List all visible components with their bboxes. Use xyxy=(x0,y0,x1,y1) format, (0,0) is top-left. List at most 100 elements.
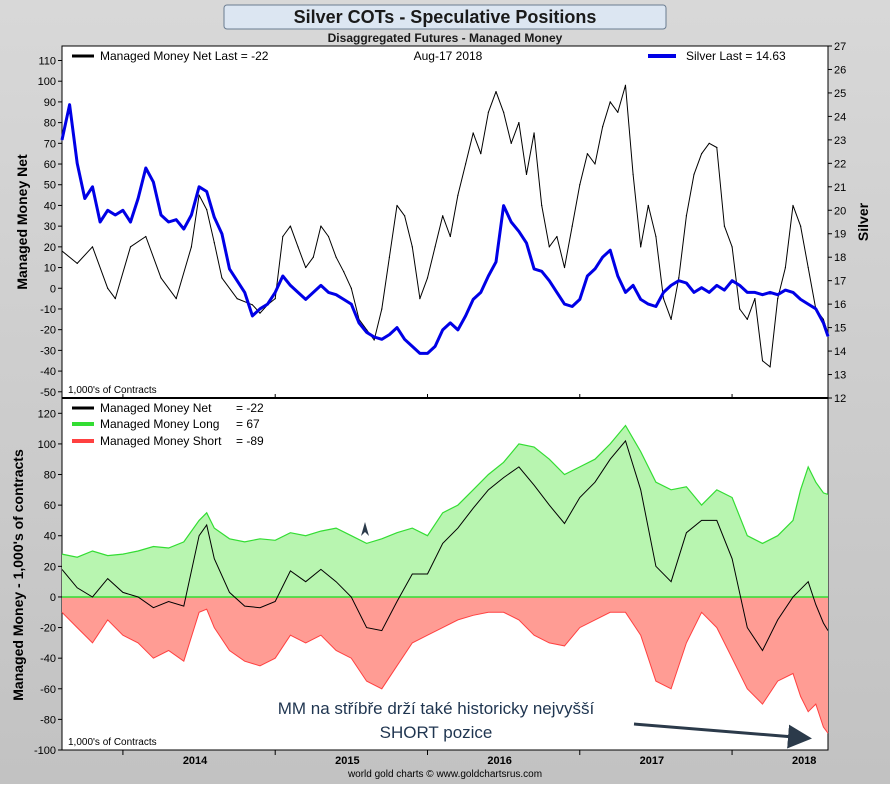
silver-point xyxy=(685,282,687,284)
silver-point xyxy=(282,275,284,277)
silver-point xyxy=(274,291,276,293)
top-left-tick-label: 40 xyxy=(44,200,56,212)
silver-point xyxy=(343,298,345,301)
silver-point xyxy=(655,305,657,308)
net-point xyxy=(282,235,284,238)
silver-point xyxy=(305,298,307,301)
managed-money-long-area xyxy=(62,425,828,597)
managed-money-long-line xyxy=(61,424,829,558)
silver-point xyxy=(190,214,193,216)
bottom-tick-label: 0 xyxy=(50,592,56,604)
net-point xyxy=(640,246,642,248)
top-left-tick-label: -10 xyxy=(40,304,56,316)
net-point xyxy=(602,126,604,128)
top-left-tick-label: 70 xyxy=(44,138,56,150)
legend-mm-net-label: Managed Money Net xyxy=(100,401,212,415)
silver-point xyxy=(617,275,619,277)
net-point xyxy=(761,360,764,362)
net-point xyxy=(335,256,337,258)
net-point xyxy=(381,308,383,310)
net-point xyxy=(556,235,558,238)
bottom-tick-label: -100 xyxy=(34,745,56,757)
silver-point xyxy=(442,329,444,331)
bottom-tick-label: -80 xyxy=(40,714,56,726)
silver-point xyxy=(662,291,665,293)
silver-point xyxy=(731,280,733,282)
top-right-tick-label: 22 xyxy=(834,158,846,170)
footer-credit: world gold charts © www.goldchartsrus.co… xyxy=(347,769,542,780)
net-point xyxy=(190,246,193,248)
top-right-tick-label: 26 xyxy=(834,64,846,76)
silver-point xyxy=(152,181,154,183)
top-left-tick-label: 10 xyxy=(44,263,56,275)
net-point xyxy=(457,194,459,196)
small-arrow-marker xyxy=(361,522,369,536)
silver-point xyxy=(145,167,147,169)
bottom-axis-title: Managed Money - 1,000's of contracts xyxy=(10,449,26,701)
net-point xyxy=(533,132,535,134)
silver-point xyxy=(411,345,413,347)
silver-point xyxy=(624,291,627,293)
net-point xyxy=(426,277,429,279)
net-point xyxy=(799,225,802,227)
silver-point xyxy=(746,291,748,293)
net-point xyxy=(784,266,786,269)
net-point xyxy=(701,153,703,155)
bottom-legend: Managed Money Net = -22 Managed Money Lo… xyxy=(72,401,264,448)
silver-point xyxy=(708,291,710,293)
net-point xyxy=(594,163,596,165)
silver-point xyxy=(244,291,246,293)
x-tick-label: 2014 xyxy=(183,755,208,767)
silver-point xyxy=(69,104,71,106)
top-right-tick-label: 21 xyxy=(834,182,846,194)
net-point xyxy=(274,298,276,300)
bottom-tick-label: -40 xyxy=(40,653,56,665)
silver-point xyxy=(168,221,170,223)
net-point xyxy=(655,235,657,238)
top-right-tick-label: 19 xyxy=(834,229,846,241)
silver-point xyxy=(579,298,581,301)
net-point xyxy=(251,304,253,306)
net-point xyxy=(624,84,627,86)
silver-point xyxy=(358,322,360,324)
top-left-tick-label: -40 xyxy=(40,366,56,378)
bottom-left-ticks: -100 -80 -60 -40 -20 0 20 40 60 80 100 120 xyxy=(34,408,62,757)
top-right-tick-label: 20 xyxy=(834,205,846,217)
annotation-line-1: MM na stříbře drží také historicky nejvy… xyxy=(278,699,595,718)
net-point xyxy=(685,215,687,217)
silver-point xyxy=(769,291,771,293)
net-point xyxy=(503,111,505,113)
silver-point xyxy=(289,284,292,286)
bottom-units-note: 1,000's of Contracts xyxy=(68,737,157,748)
net-point xyxy=(213,242,215,244)
silver-point xyxy=(647,303,649,305)
net-point xyxy=(510,142,512,144)
net-point xyxy=(221,277,223,279)
silver-point xyxy=(480,291,482,293)
top-right-tick-label: 15 xyxy=(834,323,846,335)
top-left-tick-label: 110 xyxy=(38,55,56,67)
net-point xyxy=(419,298,421,300)
net-point xyxy=(746,318,748,320)
bottom-tick-label: -60 xyxy=(40,684,56,696)
x-tick-label: 2018 xyxy=(792,755,816,767)
bottom-tick-label: -20 xyxy=(40,623,56,635)
net-point xyxy=(373,339,375,341)
legend-net-label: Managed Money Net Last = -22 xyxy=(100,49,269,63)
bottom-tick-label: 100 xyxy=(38,439,56,451)
silver-point xyxy=(457,329,459,331)
chart-subtitle: Disaggregated Futures - Managed Money xyxy=(328,31,563,45)
annotation-arrow xyxy=(633,722,812,749)
net-point xyxy=(297,246,299,248)
top-left-tick-label: 100 xyxy=(38,76,56,88)
x-axis-ticks: 2014 2015 2016 2017 2018 xyxy=(122,394,816,767)
net-point xyxy=(312,256,314,258)
bottom-tick-label: 120 xyxy=(38,408,56,420)
net-point xyxy=(145,235,147,238)
net-point xyxy=(198,194,200,196)
top-right-tick-label: 16 xyxy=(834,299,846,311)
net-point xyxy=(160,277,162,279)
net-point xyxy=(449,235,451,238)
silver-point xyxy=(335,294,337,296)
